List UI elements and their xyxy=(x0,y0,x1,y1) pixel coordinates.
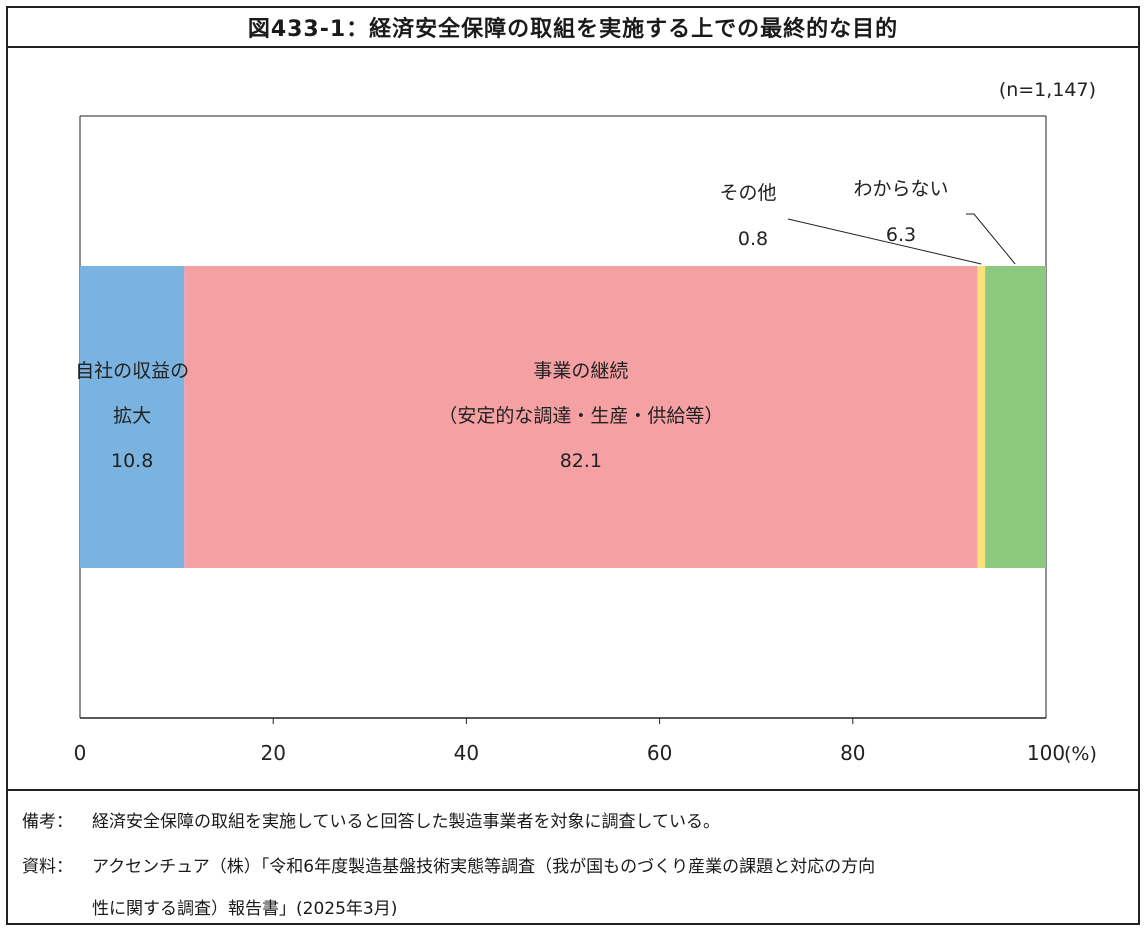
source-line-continued: 性に関する調査）報告書」(2025年3月) xyxy=(92,894,397,919)
source-line: 資料： アクセンチュア（株）「令和6年度製造基盤技術実態等調査（我が国ものづくり産… xyxy=(22,852,875,877)
figure-notes: 備考： 経済安全保障の取組を実施していると回答した製造事業者を対象に調査している。… xyxy=(8,789,1138,923)
x-tick-label-60: 60 xyxy=(647,741,672,765)
remarks-text: 経済安全保障の取組を実施していると回答した製造事業者を対象に調査している。 xyxy=(92,812,720,832)
segment-name-label-1-1: 自社の収益の xyxy=(75,360,189,382)
chart-area: (n=1,147) 自社の収益の 拡大 10.8 事業の継続 （安定的な調達・生産・供給等… xyxy=(8,48,1138,795)
x-tick-label-0: 0 xyxy=(74,741,87,765)
x-tick-label-100: 100 xyxy=(1027,741,1065,765)
remarks-head: 備考： xyxy=(22,812,73,832)
segment-value-label-2: 82.1 xyxy=(560,450,602,472)
source-text-1: アクセンチュア（株）「令和6年度製造基盤技術実態等調査（我が国ものづくり産業の課… xyxy=(92,857,876,877)
bar-segment-3 xyxy=(977,266,986,568)
x-tick-label-20: 20 xyxy=(260,741,285,765)
segment-name-label-2-2: （安定的な調達・生産・供給等） xyxy=(438,405,723,427)
sample-size-label: (n=1,147) xyxy=(999,79,1096,101)
segment-name-label-3: その他 xyxy=(719,182,776,204)
x-tick-label-80: 80 xyxy=(840,741,865,765)
bar-segment-4 xyxy=(985,266,1046,568)
bar-segment-2 xyxy=(184,266,978,568)
figure-title: 図433-1：経済安全保障の取組を実施する上での最終的な目的 xyxy=(8,8,1138,48)
callout-leader-3 xyxy=(787,218,982,265)
x-tick-label-40: 40 xyxy=(454,741,479,765)
segment-name-label-2-1: 事業の継続 xyxy=(533,360,628,382)
x-axis-unit-label: (%) xyxy=(1064,743,1097,765)
callout-leader-4 xyxy=(966,213,1016,265)
segment-name-label-4: わからない xyxy=(853,178,948,200)
source-head: 資料： xyxy=(22,857,73,877)
figure-frame: 図433-1：経済安全保障の取組を実施する上での最終的な目的 (n=1,147)… xyxy=(6,6,1140,925)
remarks-line: 備考： 経済安全保障の取組を実施していると回答した製造事業者を対象に調査している。 xyxy=(22,807,720,832)
segment-value-label-3: 0.8 xyxy=(738,228,768,250)
segment-name-label-1-2: 拡大 xyxy=(113,405,151,427)
segment-value-label-1: 10.8 xyxy=(111,450,153,472)
segment-value-label-4: 6.3 xyxy=(886,224,916,246)
source-text-2: 性に関する調査）報告書」(2025年3月) xyxy=(92,899,398,919)
bar-segment-1 xyxy=(80,266,185,568)
